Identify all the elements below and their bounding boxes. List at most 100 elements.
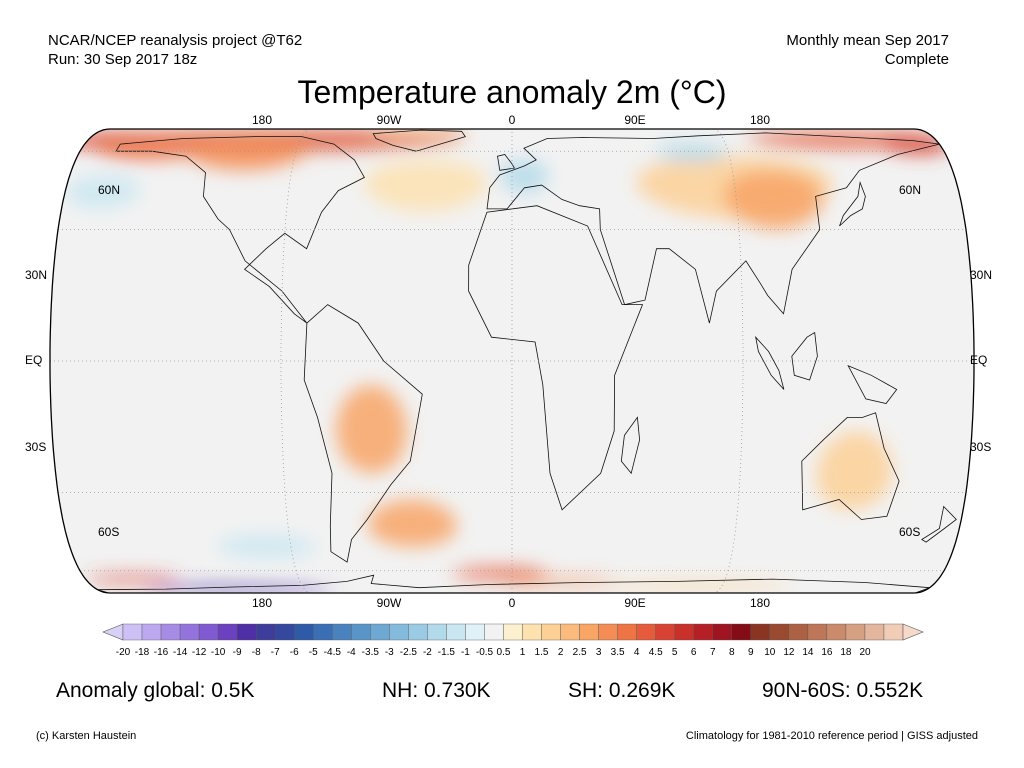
colorbar-tick-label: 4 — [633, 647, 640, 658]
colorbar-tick-label: 3 — [595, 647, 602, 658]
run-time-label: Run: 30 Sep 2017 18z — [48, 51, 198, 68]
colorbar-tick-label: 16 — [821, 647, 833, 658]
lon-label-bottom-0: 0 — [508, 596, 516, 610]
colorbar-swatch — [769, 623, 790, 641]
colorbar-tick-label: -20 — [115, 647, 131, 658]
anomaly-north-pacific-cold — [65, 175, 140, 209]
colorbar-tick-label: 2 — [557, 647, 564, 658]
colorbar-swatch — [389, 623, 409, 641]
anomaly-australia-warm — [816, 430, 893, 510]
colorbar-swatch — [484, 623, 504, 641]
coastline-greenland — [372, 129, 466, 152]
status-label: Complete — [884, 51, 949, 68]
colorbar-tick-label: -14 — [172, 647, 188, 658]
colorbar-tick-label: -12 — [191, 647, 207, 658]
colorbar-high-end — [902, 623, 924, 641]
colorbar-tick-label: 12 — [783, 647, 795, 658]
colorbar-tick-label: -6 — [289, 647, 299, 658]
coastline-north-america — [115, 136, 365, 324]
map-border — [49, 128, 975, 594]
colorbar-tick-label: -9 — [232, 647, 242, 658]
lon-label-top-180w: 180 — [251, 113, 273, 127]
colorbar-tick-label: 7 — [710, 647, 716, 658]
anomaly-south-atlantic-warm — [367, 499, 458, 547]
anomaly-russia-cold — [656, 142, 728, 162]
colorbar-swatch — [883, 623, 904, 641]
coastline-borneo — [791, 331, 818, 381]
anomaly-south-america-warm — [335, 384, 408, 474]
coastline-antarctica — [97, 574, 930, 593]
model-label: NCAR/NCEP reanalysis project @T62 — [48, 32, 303, 49]
colorbar-tick-label: 20 — [859, 647, 871, 658]
nh-anomaly: NH: 0.730K — [382, 679, 491, 702]
colorbar-tick-label: -5 — [308, 647, 318, 658]
coastline-sumatra — [755, 335, 785, 390]
colorbar-swatch — [160, 623, 181, 641]
lon-label-top-90w: 90W — [376, 113, 402, 127]
meridian--90 — [280, 129, 312, 593]
colorbar-swatch — [217, 623, 238, 641]
colorbar-swatch — [712, 623, 732, 641]
colorbar-swatch — [845, 623, 866, 641]
colorbar-tick-label: 0.5 — [496, 647, 511, 658]
climatology-note: Climatology for 1981-2010 reference peri… — [685, 730, 978, 742]
colorbar-tick-label: -18 — [134, 647, 150, 658]
colorbar-swatch — [750, 623, 771, 641]
colorbar-swatch — [198, 623, 219, 641]
anomaly-alaska-warm — [94, 137, 214, 160]
colorbar-swatch — [693, 623, 713, 641]
colorbar-swatch — [332, 623, 352, 641]
colorbar-tick-label: -7 — [270, 647, 280, 658]
coastline-new-zealand — [921, 505, 957, 543]
coastline-japan — [839, 180, 866, 227]
lat-label-left-60n: 60N — [98, 183, 121, 197]
colorbar-swatch — [522, 623, 542, 641]
anomaly-canada-warm — [188, 138, 308, 171]
coastlines — [97, 129, 957, 593]
lat-label-right-30s: 30S — [970, 440, 992, 454]
colorbar-tick-label: 4.5 — [648, 647, 663, 658]
colorbar-tick-label: -8 — [251, 647, 261, 658]
anomaly-field — [54, 129, 951, 593]
colorbar-tick-label: -3.5 — [361, 647, 379, 658]
colorbar-swatch — [503, 623, 523, 641]
anomaly-south-indian-warm — [500, 577, 619, 585]
period-info: Monthly mean Sep 2017 Complete — [786, 31, 949, 69]
colorbar-tick-label: -0.5 — [475, 647, 494, 658]
coastline-madagascar — [620, 416, 641, 475]
anomaly-north-atlantic-warm — [363, 159, 488, 213]
colorbar — [102, 623, 924, 641]
colorbar-swatch — [579, 623, 599, 641]
colorbar-swatch — [141, 623, 162, 641]
colorbar-tick-label: 2.5 — [572, 647, 587, 658]
credit-text: (c) Karsten Haustein — [36, 730, 137, 742]
coastline-new-guinea — [847, 365, 898, 404]
colorbar-swatch — [807, 623, 828, 641]
colorbar-tick-label: 8 — [729, 647, 735, 658]
colorbar-swatch — [636, 623, 656, 641]
period-label: Monthly mean Sep 2017 — [786, 32, 949, 49]
colorbar-tick-label: -4.5 — [323, 647, 341, 658]
lon-label-bottom-90e: 90E — [624, 596, 646, 610]
colorbar-swatch — [179, 623, 200, 641]
colorbar-tick-label: -1 — [460, 647, 470, 658]
colorbar-tick-label: -16 — [153, 647, 169, 658]
map-title: Temperature anomaly 2m (°C) — [297, 74, 727, 110]
anomaly-ross-sea-warm — [85, 575, 181, 583]
colorbar-tick-label: -4 — [346, 647, 356, 658]
colorbar-swatch — [788, 623, 809, 641]
lon-label-bottom-180e: 180 — [749, 596, 771, 610]
anomaly-southern-ocean-cold — [217, 534, 316, 559]
colorbar-swatch — [598, 623, 618, 641]
colorbar-swatch — [255, 623, 276, 641]
anomaly-antarctica-cold-core — [227, 589, 341, 593]
colorbar-swatch — [313, 623, 333, 641]
meridian-90 — [712, 129, 744, 593]
colorbar-tick-label: 6 — [690, 647, 697, 658]
colorbar-swatch — [674, 623, 694, 641]
coastline-south-america — [303, 304, 423, 563]
colorbar-swatch — [541, 623, 561, 641]
lat-label-right-eq: EQ — [970, 353, 988, 367]
coastline-australia — [801, 412, 900, 520]
colorbar-tick-label: 3.5 — [610, 647, 625, 658]
